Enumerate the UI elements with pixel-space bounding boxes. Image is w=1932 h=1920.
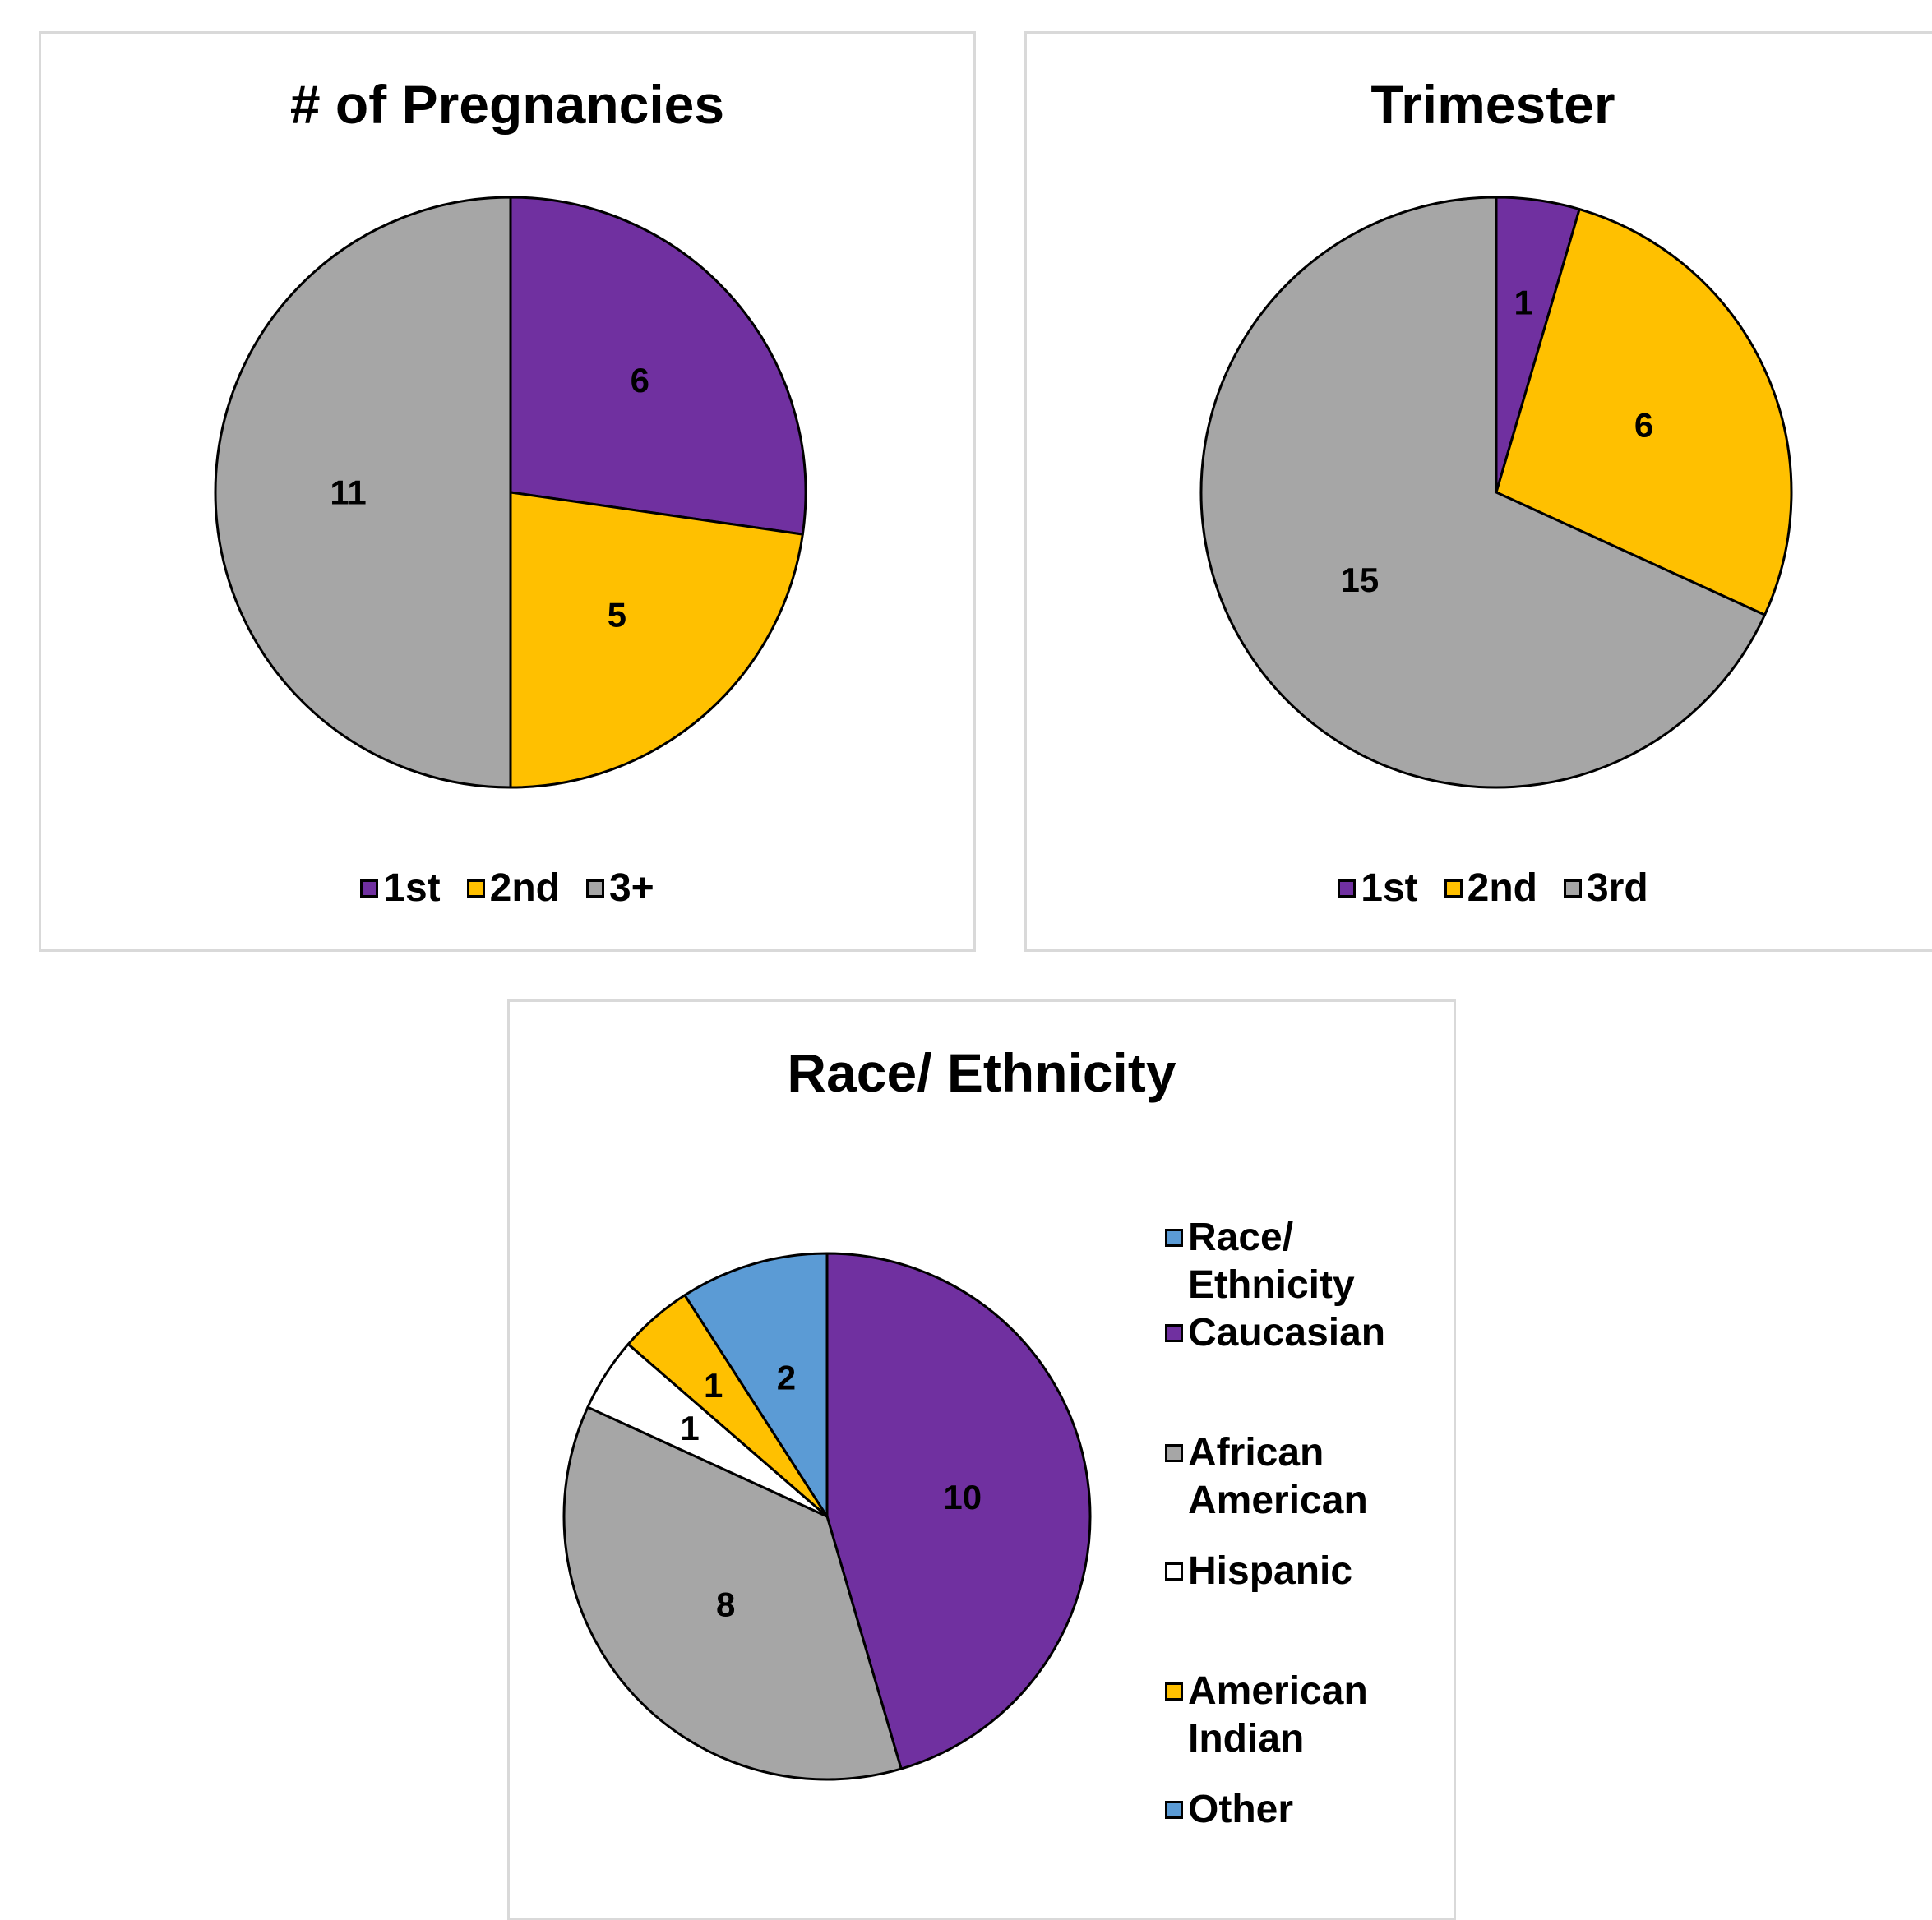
pie-chart: 10 8 11 2 — [562, 1252, 1092, 1781]
legend-label: 1st — [1361, 866, 1418, 910]
legend-swatch — [1165, 1801, 1183, 1819]
pie-slice — [825, 1252, 1092, 1770]
legend-label: Hispanic — [1188, 1549, 1353, 1593]
chart-title: # of Pregnancies — [289, 74, 725, 135]
pie-slice — [683, 1252, 829, 1518]
legend-item: Race/ Ethnicity — [1165, 1214, 1402, 1309]
legend-item: American Indian — [1165, 1668, 1402, 1786]
legend-item: 2nd — [1444, 865, 1537, 911]
data-label: 1 — [704, 1366, 723, 1405]
legend-item: 3+ — [585, 865, 654, 911]
legend-label: African American — [1188, 1431, 1368, 1522]
data-label: 2 — [777, 1359, 796, 1397]
data-label: 15 — [1341, 561, 1380, 599]
data-label: 11 — [330, 473, 366, 512]
legend-swatch — [1564, 879, 1582, 898]
legend-swatch — [1165, 1682, 1183, 1701]
legend-swatch — [585, 879, 604, 898]
legend-item: 1st — [1338, 865, 1418, 911]
legend: 1st 2nd 3rd — [1027, 865, 1932, 911]
legend-label: Other — [1188, 1788, 1294, 1831]
legend-item: 2nd — [466, 865, 560, 911]
pie-slice — [509, 196, 807, 536]
legend-swatch — [360, 879, 379, 898]
data-label: 6 — [631, 361, 649, 399]
legend-label: Caucasian — [1188, 1311, 1386, 1355]
legend-item: Hispanic — [1165, 1548, 1402, 1668]
legend-item: 1st — [360, 865, 441, 911]
legend-label: 2nd — [1467, 866, 1537, 910]
legend-swatch — [1165, 1444, 1183, 1462]
pie-slice — [214, 196, 512, 789]
legend-item: Caucasian — [1165, 1309, 1402, 1429]
data-label: 8 — [716, 1585, 735, 1623]
legend-label: 1st — [383, 866, 441, 910]
legend: 1st 2nd 3+ — [41, 865, 973, 911]
chart-title: Race/ Ethnicity — [787, 1042, 1176, 1103]
legend-swatch — [1165, 1562, 1183, 1581]
pie-slice — [1199, 196, 1767, 789]
pie-slice — [562, 1405, 903, 1781]
legend-item: Other — [1165, 1786, 1402, 1834]
legend-label: Race/ Ethnicity — [1188, 1216, 1355, 1307]
legend-swatch — [1165, 1324, 1183, 1342]
legend-label: 3+ — [608, 866, 654, 910]
legend-swatch — [1444, 879, 1463, 898]
data-label: 1 — [1514, 284, 1533, 322]
data-label: 5 — [608, 596, 626, 635]
legend-item: 3rd — [1564, 865, 1648, 911]
pie-chart: 6 5 11 — [214, 196, 807, 789]
chart-panel-race-ethnicity: Race/ Ethnicity 10 8 1 1 2 Race/ Ethnicity C… — [507, 999, 1456, 1920]
data-label: 6 — [1634, 405, 1653, 444]
legend-swatch — [466, 879, 485, 898]
legend-swatch — [1338, 879, 1357, 898]
data-label: 1 — [680, 1409, 699, 1447]
legend-label: 2nd — [489, 866, 560, 910]
legend-label: 3rd — [1587, 866, 1648, 910]
legend: Race/ Ethnicity Caucasian African Americ… — [1165, 1214, 1402, 1834]
chart-panel-trimester: Trimester 1 6 15 1st 2nd 3rd — [1024, 31, 1932, 952]
chart-panel-pregnancies: # of Pregnancies 6 5 11 1st 2nd 3+ — [39, 31, 976, 952]
data-label: 10 — [943, 1478, 982, 1516]
legend-swatch — [1165, 1229, 1183, 1247]
pie-slice — [509, 491, 804, 789]
legend-item: African American — [1165, 1429, 1402, 1548]
chart-title: Trimester — [1370, 74, 1615, 135]
legend-label: American Indian — [1188, 1669, 1368, 1761]
pie-slice — [1495, 208, 1793, 616]
